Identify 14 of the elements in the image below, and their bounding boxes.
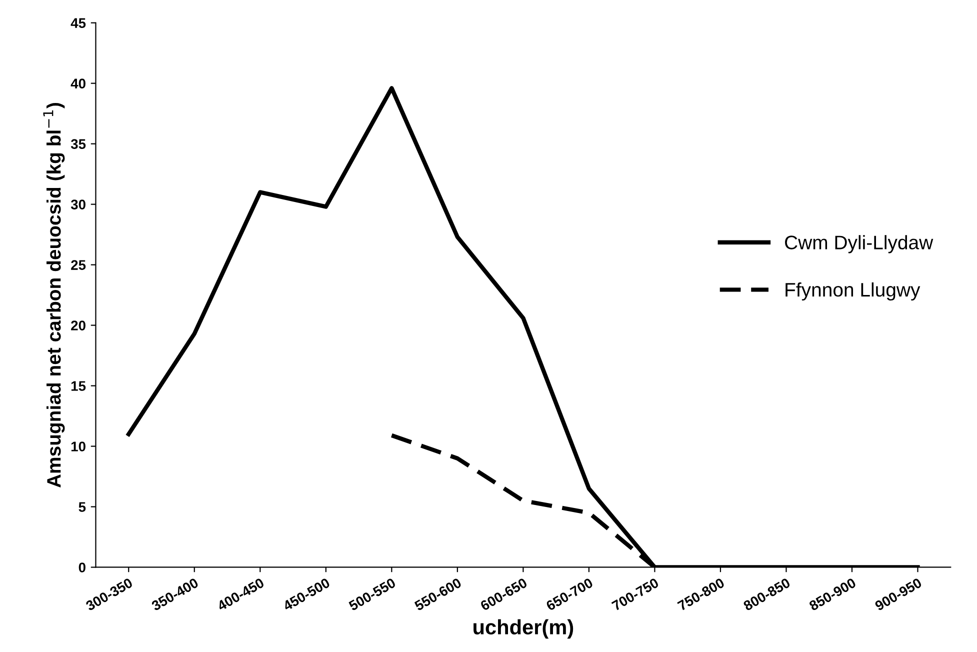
y-axis-title: Amsugniad net carbon deuocsid (kg bl$^{−1}$) — [43, 103, 65, 488]
y-tick-label: 15 — [71, 381, 86, 391]
y-tick-label: 25 — [71, 260, 86, 270]
y-tick-label: 35 — [70, 139, 86, 149]
legend-label: Cwm Dyli-Llydaw — [785, 235, 934, 254]
y-tick-label: 10 — [71, 442, 86, 452]
y-tick-label: 30 — [70, 200, 86, 210]
legend-label: Ffynnon Llugwy — [786, 282, 920, 301]
x-axis-title: uchder(m) — [474, 619, 574, 639]
y-tick-label: 40 — [70, 78, 86, 88]
y-tick-label: 20 — [71, 320, 86, 330]
y-tick-label: 5 — [78, 502, 86, 512]
y-tick-label: 0 — [78, 562, 86, 572]
y-tick-label: 45 — [70, 18, 86, 28]
